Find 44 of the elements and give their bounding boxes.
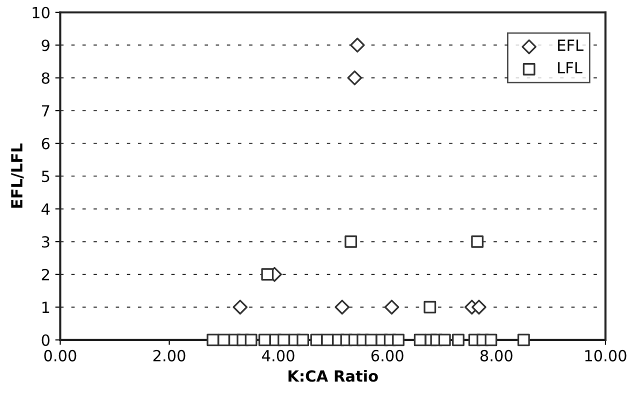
y-tick-label: 9 bbox=[42, 40, 50, 52]
point bbox=[424, 300, 436, 314]
point bbox=[350, 38, 365, 53]
y-tick-label: 7 bbox=[42, 105, 50, 116]
point bbox=[452, 334, 464, 346]
point bbox=[471, 235, 484, 248]
point bbox=[472, 300, 486, 315]
point bbox=[244, 334, 258, 346]
point bbox=[517, 334, 530, 346]
y-tick-label: 2 bbox=[42, 268, 49, 280]
point bbox=[296, 334, 310, 346]
point bbox=[278, 334, 290, 346]
x-tick-label: 0.00 bbox=[44, 350, 76, 362]
x-tick-label: 4.00 bbox=[262, 350, 294, 362]
point bbox=[334, 300, 350, 315]
point bbox=[384, 300, 400, 315]
y-tick-label: 8 bbox=[42, 72, 50, 84]
x-tick-label: 2.00 bbox=[153, 350, 186, 362]
point bbox=[392, 334, 404, 346]
y-tick-label: 5 bbox=[42, 170, 50, 182]
point bbox=[206, 334, 220, 346]
point bbox=[261, 268, 274, 281]
point bbox=[347, 70, 362, 86]
y-tick-label: 0 bbox=[42, 334, 50, 346]
point bbox=[258, 334, 271, 346]
y-tick-label: 3 bbox=[42, 236, 50, 248]
x-tick-label: 8.00 bbox=[480, 350, 512, 362]
y-axis-title: EFL/LFL bbox=[11, 144, 24, 208]
point bbox=[321, 334, 334, 346]
legend-label: EFL bbox=[558, 40, 584, 51]
point bbox=[414, 334, 426, 346]
legend-label: LFL bbox=[558, 62, 582, 74]
y-tick-label: 6 bbox=[42, 138, 50, 150]
x-tick-label: 6.00 bbox=[371, 350, 404, 362]
y-tick-label: 1 bbox=[42, 302, 50, 313]
y-tick-label: 4 bbox=[42, 204, 50, 215]
point bbox=[232, 300, 248, 315]
point bbox=[484, 334, 498, 346]
x-tick-label: 10.00 bbox=[585, 350, 626, 362]
y-tick-label: 10 bbox=[32, 6, 50, 18]
point bbox=[218, 334, 230, 346]
x-axis-title: K:CA Ratio bbox=[288, 370, 378, 382]
point bbox=[438, 334, 451, 346]
point bbox=[344, 235, 358, 248]
